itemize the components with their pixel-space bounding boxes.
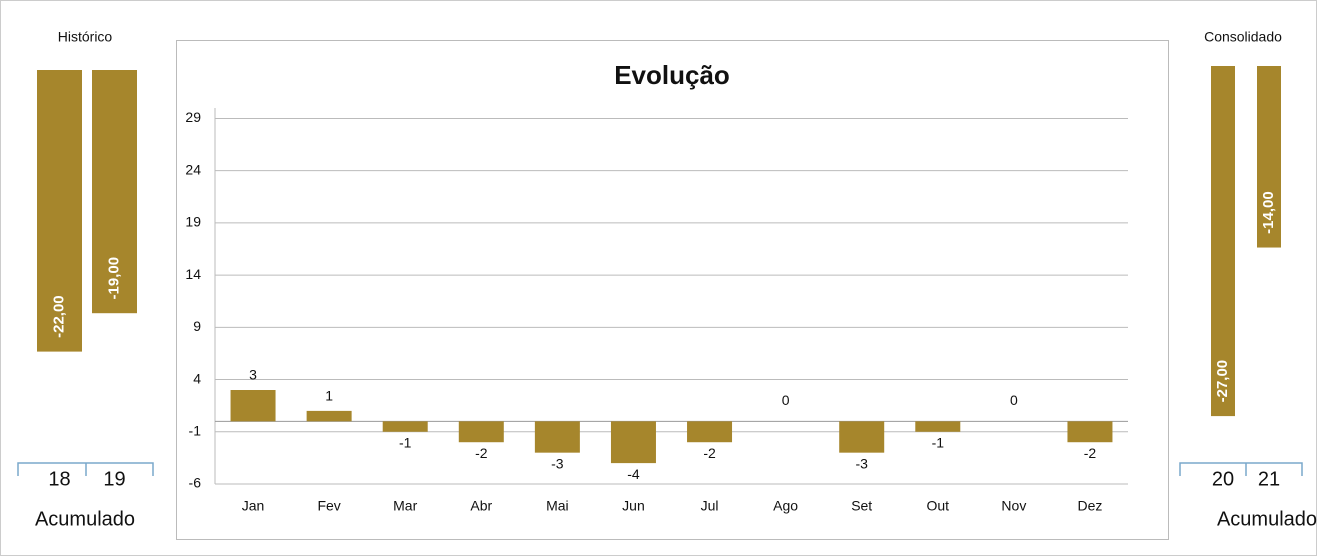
data-label: -19,00	[105, 257, 122, 300]
x-tick-label: Jul	[701, 498, 719, 514]
data-label: -14,00	[1260, 191, 1277, 234]
x-tick-label: 19	[103, 468, 125, 490]
bar	[230, 390, 276, 422]
data-label: -27,00	[1214, 360, 1231, 403]
data-label: -2	[703, 445, 716, 461]
chart-title: Evolução	[614, 60, 730, 90]
data-label: 0	[782, 392, 790, 408]
bracket	[1179, 462, 1303, 476]
chart-frame	[176, 40, 1169, 540]
x-axis-label: Acumulado	[35, 508, 135, 530]
x-tick-label: 18	[48, 468, 70, 490]
x-tick-label: Fev	[317, 498, 340, 514]
y-tick-label: 19	[185, 214, 201, 230]
data-label: -2	[475, 445, 488, 461]
x-tick-label: Jun	[622, 498, 645, 514]
x-tick-label: Abr	[470, 498, 492, 514]
data-label: 3	[249, 367, 257, 383]
y-tick-label: 4	[193, 370, 201, 386]
x-tick-label: Mar	[393, 498, 417, 514]
x-tick-label: Out	[927, 498, 950, 514]
x-tick-label: 21	[1258, 468, 1280, 490]
x-tick-label: Ago	[773, 498, 798, 514]
data-label: -2	[1084, 445, 1097, 461]
x-tick-label: Mai	[546, 498, 569, 514]
bar	[382, 421, 428, 432]
y-tick-label: 29	[185, 109, 201, 125]
x-tick-label: Nov	[1001, 498, 1026, 514]
bar	[1211, 66, 1235, 417]
bracket	[17, 462, 154, 476]
bar	[37, 70, 82, 352]
bar	[1257, 66, 1281, 248]
x-tick-label: Set	[851, 498, 872, 514]
data-label: -4	[627, 466, 640, 482]
data-label: -3	[855, 455, 868, 471]
bar	[306, 410, 352, 422]
bar	[610, 421, 656, 464]
x-tick-label: Dez	[1078, 498, 1103, 514]
y-tick-label: 24	[185, 161, 201, 177]
bar	[687, 421, 733, 443]
bar	[458, 421, 504, 443]
data-label: -22,00	[50, 295, 67, 338]
chart-title: Histórico	[58, 29, 113, 45]
y-tick-label: -1	[189, 422, 202, 438]
bar	[915, 421, 961, 432]
data-label: -1	[399, 434, 412, 450]
bar	[92, 70, 137, 314]
data-label: 1	[325, 388, 333, 404]
bar	[534, 421, 580, 453]
data-label: -3	[551, 455, 564, 471]
data-label: 0	[1010, 392, 1018, 408]
x-axis-label: Acumulado	[1217, 508, 1317, 530]
x-tick-label: 20	[1212, 468, 1234, 490]
x-tick-label: Jan	[242, 498, 265, 514]
y-tick-label: 9	[193, 318, 201, 334]
bar	[1067, 421, 1113, 443]
y-tick-label: -6	[189, 475, 202, 491]
chart-title: Consolidado	[1204, 29, 1282, 45]
bar	[839, 421, 885, 453]
y-tick-label: 14	[185, 266, 201, 282]
data-label: -1	[932, 434, 945, 450]
